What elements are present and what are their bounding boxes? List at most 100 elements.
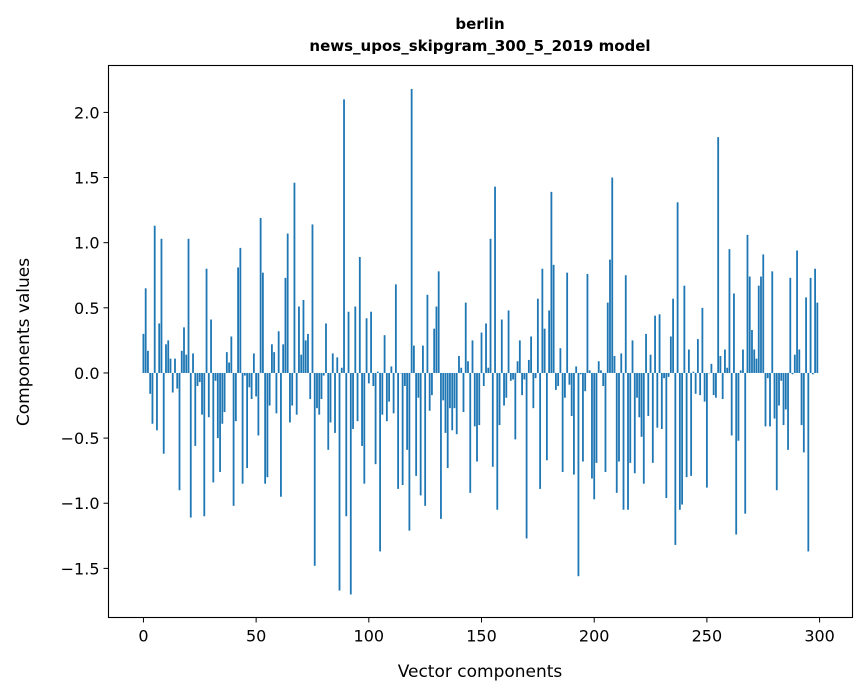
bar xyxy=(246,373,248,468)
bar xyxy=(332,353,334,373)
bar xyxy=(535,373,537,378)
bar xyxy=(199,373,201,382)
bar xyxy=(244,373,246,376)
bar xyxy=(334,373,336,433)
bar xyxy=(636,373,638,398)
bar xyxy=(496,373,498,510)
bar xyxy=(487,368,489,373)
bar xyxy=(305,340,307,373)
bar xyxy=(771,271,773,373)
bar xyxy=(650,355,652,373)
bar xyxy=(276,373,278,413)
bar xyxy=(368,373,370,383)
bar xyxy=(206,269,208,373)
bar xyxy=(571,373,573,416)
bar xyxy=(805,297,807,373)
bar xyxy=(627,373,629,510)
bar xyxy=(706,373,708,488)
bar xyxy=(575,366,577,373)
bar xyxy=(411,89,413,373)
bar xyxy=(564,373,566,398)
bar xyxy=(801,373,803,425)
bar xyxy=(816,303,818,373)
bar xyxy=(717,137,719,373)
bar xyxy=(336,357,338,373)
bar xyxy=(688,350,690,373)
bar xyxy=(156,373,158,430)
x-tick-label: 200 xyxy=(579,627,610,646)
bar xyxy=(183,327,185,373)
bar xyxy=(758,286,760,373)
bar xyxy=(537,299,539,373)
bar xyxy=(598,361,600,373)
bar xyxy=(269,373,271,406)
bar xyxy=(733,293,735,372)
bar xyxy=(158,323,160,373)
bar xyxy=(476,373,478,462)
bar xyxy=(239,248,241,373)
bar xyxy=(352,373,354,429)
y-tick-label: 2.0 xyxy=(74,103,99,122)
bar xyxy=(555,373,557,390)
bar xyxy=(499,373,501,425)
bar xyxy=(803,373,805,452)
bar xyxy=(765,373,767,426)
bar xyxy=(494,187,496,373)
bar xyxy=(456,373,458,434)
bar xyxy=(418,373,420,398)
bar xyxy=(756,359,758,373)
bar xyxy=(194,373,196,446)
bar xyxy=(481,333,483,373)
bar xyxy=(787,373,789,450)
bar xyxy=(521,373,523,395)
bar xyxy=(510,373,512,381)
bar xyxy=(264,373,266,484)
bar xyxy=(539,373,541,489)
y-axis-label: Components values xyxy=(14,258,34,426)
bar xyxy=(321,373,323,399)
bar xyxy=(294,183,296,373)
bar xyxy=(681,373,683,505)
bar xyxy=(623,373,625,510)
bar xyxy=(607,303,609,373)
bar xyxy=(363,373,365,484)
bar xyxy=(532,373,534,408)
bar xyxy=(255,373,257,396)
bar xyxy=(632,340,634,373)
bar xyxy=(289,373,291,423)
y-tick-label: 0.0 xyxy=(74,364,99,383)
bar xyxy=(643,373,645,484)
bar xyxy=(798,350,800,373)
bar xyxy=(753,350,755,373)
bar xyxy=(185,355,187,373)
bar xyxy=(393,373,395,413)
bar xyxy=(176,373,178,389)
y-tick-label: −1.0 xyxy=(61,494,100,513)
bar xyxy=(228,363,230,373)
bar xyxy=(181,351,183,373)
bar xyxy=(620,353,622,373)
bar xyxy=(427,295,429,373)
bar xyxy=(300,355,302,373)
bar xyxy=(280,373,282,497)
bar xyxy=(192,353,194,373)
bar xyxy=(167,340,169,373)
bar xyxy=(562,373,564,472)
bar xyxy=(278,331,280,373)
bar xyxy=(683,286,685,373)
bar xyxy=(472,340,474,373)
bar xyxy=(273,352,275,373)
bar xyxy=(287,234,289,373)
bar xyxy=(282,344,284,373)
bar xyxy=(672,299,674,373)
x-tick-label: 150 xyxy=(466,627,497,646)
bar xyxy=(348,312,350,373)
bar xyxy=(767,373,769,378)
bar xyxy=(652,373,654,463)
bar xyxy=(402,373,404,485)
bar xyxy=(449,373,451,408)
bar xyxy=(442,373,444,400)
x-tick-label: 300 xyxy=(804,627,835,646)
bar xyxy=(674,373,676,545)
bar xyxy=(503,373,505,406)
